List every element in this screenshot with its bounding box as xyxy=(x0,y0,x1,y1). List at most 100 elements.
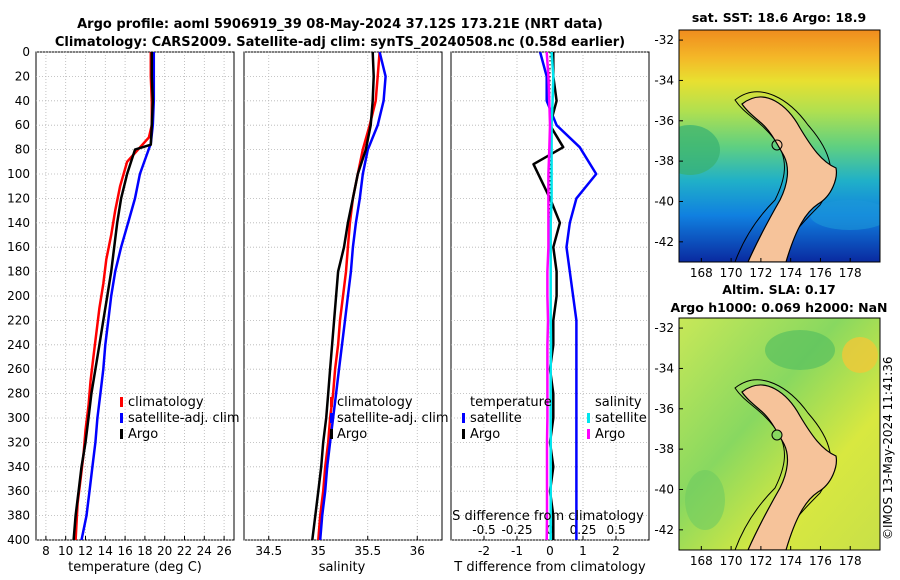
sla-map-title-1: Altim. SLA: 0.17 xyxy=(722,282,835,297)
depth-tick-label: 340 xyxy=(7,460,30,474)
salinity-legend: climatology satellite-adj. clim Argo xyxy=(330,395,449,442)
salinity-tick-label: 34.5 xyxy=(255,544,282,558)
temperature-tick-label: 12 xyxy=(78,544,93,558)
depth-tick-label: 320 xyxy=(7,435,30,449)
legend-marker-climatology xyxy=(120,397,123,407)
sst-patch xyxy=(810,200,880,230)
temperature-tick-label: 24 xyxy=(197,544,212,558)
temperature-grid xyxy=(36,51,234,541)
sla-map-ticks: 168 170 172 174 176 178 -32 -34 -36 -38 -40 -42 xyxy=(654,321,861,568)
difference-tick-label: 2 xyxy=(612,544,620,558)
series-line-satellite-adj-clim xyxy=(318,52,387,540)
map-x-tick-label: 170 xyxy=(720,266,743,280)
title-line-2: Climatology: CARS2009. Satellite-adj cli… xyxy=(55,35,625,50)
series-line-t-argo xyxy=(532,52,565,540)
temperature-legend: climatology satellite-adj. clim Argo xyxy=(120,395,240,442)
depth-tick-label: 0 xyxy=(22,45,30,59)
depth-tick-label: 60 xyxy=(15,118,30,132)
map-x-tick-label: 170 xyxy=(720,554,743,568)
legend-label-t-satellite: satellite xyxy=(470,411,522,426)
temperature-tick-label: 14 xyxy=(98,544,113,558)
legend-label-argo: Argo xyxy=(128,427,158,442)
map-x-tick-label: 176 xyxy=(809,554,832,568)
depth-tick-label: 160 xyxy=(7,240,30,254)
salinity-tick-label: 35.5 xyxy=(354,544,381,558)
legend-label-satellite: satellite-adj. clim xyxy=(128,411,240,426)
temperature-panel: 0 20 40 60 80 100 120 140 160 180 200 220 240 260 280 3… xyxy=(7,45,240,575)
s-difference-tick-label: 0.5 xyxy=(606,523,625,537)
legend-marker-s-satellite xyxy=(587,413,590,423)
sla-map-title-2: Argo h1000: 0.069 h2000: NaN xyxy=(670,300,887,315)
legend-marker-climatology xyxy=(330,397,333,407)
legend-marker-satellite xyxy=(330,413,333,423)
legend-label-satellite: satellite-adj. clim xyxy=(337,411,449,426)
sst-map-title: sat. SST: 18.6 Argo: 18.9 xyxy=(692,10,866,25)
map-y-tick-label: -42 xyxy=(654,235,674,249)
title-line-1: Argo profile: aoml 5906919_39 08-May-202… xyxy=(77,17,603,32)
legend-label-climatology: climatology xyxy=(337,395,413,410)
argo-position-marker xyxy=(771,429,783,441)
s-difference-tick-label: 0.25 xyxy=(570,523,597,537)
argo-position-marker xyxy=(771,139,783,151)
legend-marker-argo xyxy=(330,429,333,439)
temperature-lines xyxy=(72,52,156,540)
map-x-tick-label: 174 xyxy=(779,554,802,568)
legend-title-salinity: salinity xyxy=(595,395,642,410)
map-x-tick-label: 168 xyxy=(690,554,713,568)
map-x-tick-label: 178 xyxy=(839,554,862,568)
depth-tick-label: 280 xyxy=(7,387,30,401)
map-x-tick-label: 172 xyxy=(749,266,772,280)
depth-tick-label: 260 xyxy=(7,362,30,376)
depth-tick-label: 140 xyxy=(7,216,30,230)
depth-tick-label: 20 xyxy=(15,69,30,83)
sst-patch xyxy=(679,125,720,175)
series-line-t-satellite xyxy=(538,52,598,540)
map-y-tick-label: -40 xyxy=(654,482,674,496)
sla-patch xyxy=(842,337,878,373)
map-x-tick-label: 168 xyxy=(690,266,713,280)
salinity-tick-label: 35 xyxy=(311,544,326,558)
temperature-tick-label: 22 xyxy=(177,544,192,558)
legend-marker-t-argo xyxy=(462,429,465,439)
depth-tick-label: 360 xyxy=(7,484,30,498)
sla-patch xyxy=(685,470,725,530)
t-difference-xlabel: T difference from climatology xyxy=(453,560,646,575)
map-y-tick-label: -40 xyxy=(654,194,674,208)
series-line-climatology xyxy=(317,52,381,540)
sla-patch xyxy=(765,330,835,370)
salinity-xlabel: salinity xyxy=(319,560,366,575)
temperature-tick-label: 16 xyxy=(117,544,132,558)
series-line-s-argo xyxy=(545,52,552,540)
salinity-x-tick-labels: 34.5 35 35.5 36 xyxy=(255,544,425,558)
legend-title-temperature: temperature xyxy=(470,395,552,410)
map-y-tick-label: -42 xyxy=(654,523,674,537)
difference-lines xyxy=(532,52,598,540)
map-y-tick-label: -34 xyxy=(654,361,674,375)
temperature-x-tick-labels: 8 10 12 14 16 18 20 22 24 26 xyxy=(42,544,232,558)
legend-label-climatology: climatology xyxy=(128,395,204,410)
depth-tick-label: 180 xyxy=(7,265,30,279)
map-y-tick-label: -32 xyxy=(654,33,674,47)
map-x-tick-label: 172 xyxy=(749,554,772,568)
temperature-tick-label: 8 xyxy=(42,544,50,558)
temperature-xlabel: temperature (deg C) xyxy=(68,560,202,575)
legend-marker-s-argo xyxy=(587,429,590,439)
depth-tick-labels: 0 20 40 60 80 100 120 140 160 180 200 220 240 260 280 3… xyxy=(7,45,30,547)
map-y-tick-label: -32 xyxy=(654,321,674,335)
depth-tick-label: 40 xyxy=(15,94,30,108)
legend-label-argo: Argo xyxy=(337,427,367,442)
map-y-tick-label: -34 xyxy=(654,73,674,87)
salinity-lines xyxy=(311,52,387,540)
difference-x-tick-labels: -2 -1 0 1 2 xyxy=(478,544,620,558)
difference-tick-label: 1 xyxy=(579,544,587,558)
legend-label-t-argo: Argo xyxy=(470,427,500,442)
legend-label-s-argo: Argo xyxy=(595,427,625,442)
legend-marker-argo xyxy=(120,429,123,439)
depth-tick-label: 300 xyxy=(7,411,30,425)
sst-map-ticks: 168 170 172 174 176 178 -32 -34 -36 -38 -40 -42 xyxy=(654,33,861,280)
map-x-tick-label: 174 xyxy=(779,266,802,280)
map-x-tick-label: 178 xyxy=(839,266,862,280)
sla-map-frame xyxy=(678,317,881,551)
sla-map: Altim. SLA: 0.17 Argo h1000: 0.069 h2000… xyxy=(654,282,887,568)
sst-map-frame xyxy=(678,29,881,263)
